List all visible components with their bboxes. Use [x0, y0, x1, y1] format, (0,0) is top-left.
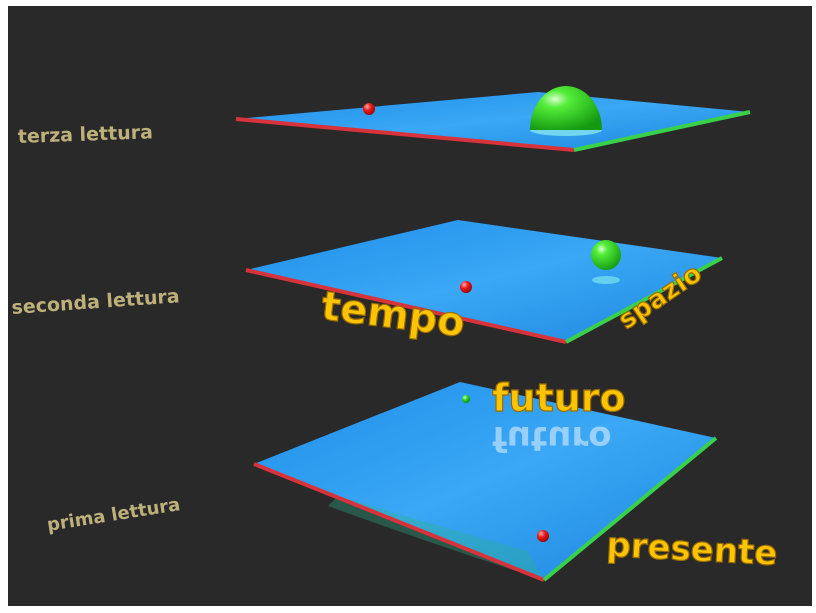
label-terza-lettura: terza lettura — [17, 121, 153, 148]
label-prima-lettura: prima lettura — [45, 494, 181, 536]
word-futuro: futuro — [492, 376, 626, 420]
plane-terza-time-edge — [235, 117, 575, 152]
plane-terza-space-edge — [573, 110, 751, 152]
scene-svg: terza lettura seconda lettura prima lett… — [11, 86, 779, 582]
green-dot-prima — [462, 395, 470, 403]
green-ball-reflection — [592, 276, 620, 284]
label-seconda-lettura: seconda lettura — [11, 285, 180, 319]
word-presente: presente — [606, 525, 779, 574]
plane-seconda-space-edge — [565, 256, 723, 344]
plane-seconda-time-edge — [245, 268, 567, 344]
plane-prima-surface — [254, 382, 716, 580]
plane-prima-space-edge — [542, 436, 718, 582]
red-ball-seconda — [460, 281, 472, 293]
green-hemisphere — [530, 86, 602, 130]
plane-prima-time-edge — [253, 462, 545, 582]
word-futuro-reflection: futuro — [492, 418, 612, 458]
green-ball-seconda — [591, 240, 621, 270]
red-ball-terza — [363, 103, 375, 115]
plane-terza — [235, 86, 751, 152]
plane-seconda — [245, 220, 723, 344]
plane-terza-surface — [236, 92, 750, 150]
red-ball-prima — [537, 530, 549, 542]
scene-canvas: terza lettura seconda lettura prima lett… — [8, 6, 812, 606]
plane-prima — [253, 382, 718, 582]
